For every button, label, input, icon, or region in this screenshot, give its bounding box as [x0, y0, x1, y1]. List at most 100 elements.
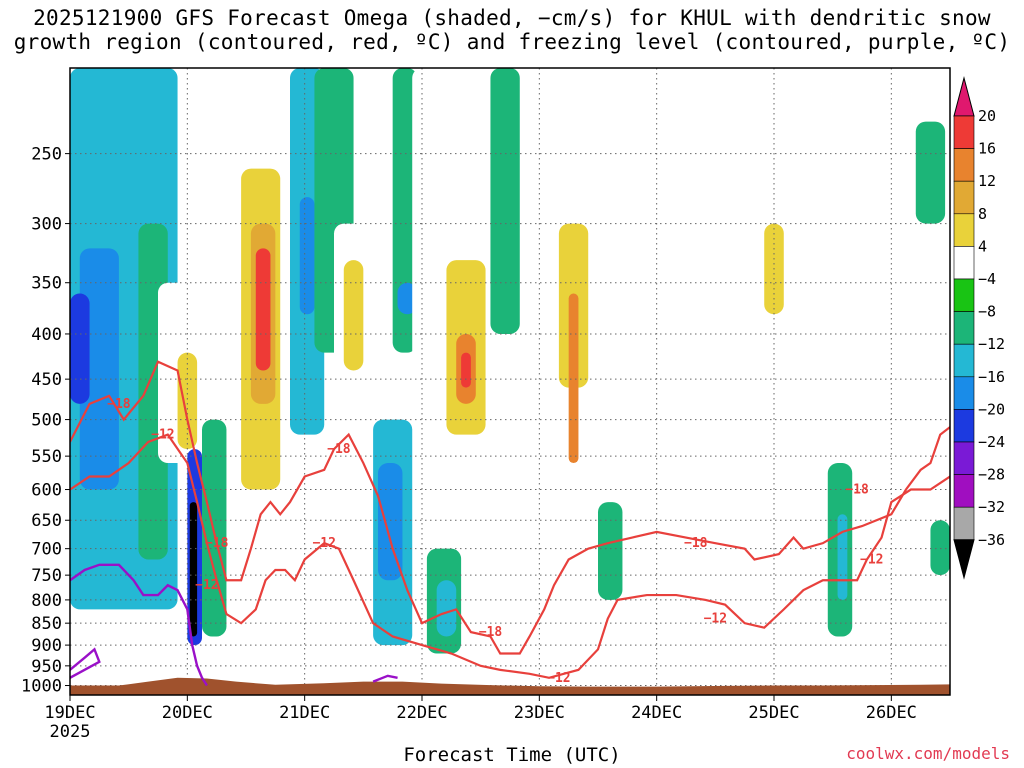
colorbar: 20 16 12 8 4 −4 −8 −12 −16 −20 −24 −28 −32 −36: [953, 76, 1005, 580]
freezing-level-contour-0: [70, 563, 208, 687]
gridlines: [70, 68, 950, 695]
colorbar-label: −4: [978, 270, 996, 288]
omega-shading-layer: [70, 68, 950, 654]
contour-layer: −18 −12 −18 −12 −18 −12 −18 −12 −18 −12 −18 −12: [70, 360, 950, 687]
omega-cell-15: [299, 197, 315, 315]
omega-cell-18: [343, 260, 364, 371]
omega-cell-21: [392, 68, 418, 353]
dgz-contour-minus18: [70, 360, 950, 655]
omega-cell-40: [915, 121, 946, 224]
y-tick-label: 700: [31, 540, 62, 560]
y-tick-label: 350: [31, 274, 62, 294]
y-tick-label: 750: [31, 566, 62, 586]
contour-label: −12: [547, 671, 570, 686]
dgz-contour-minus12: [70, 433, 950, 679]
colorbar-segment: [953, 376, 975, 410]
omega-cell-38: [837, 514, 848, 600]
omega-cell-34: [598, 502, 623, 600]
colorbar-segment: [953, 441, 975, 475]
contour-label: −18: [327, 442, 351, 457]
colorbar-segment: [953, 148, 975, 182]
x-tick-label: 23DEC: [514, 703, 565, 723]
y-tick-label: 550: [31, 447, 62, 467]
y-tick-label: 400: [31, 325, 62, 345]
colorbar-segment: [953, 246, 975, 280]
x-tick-label: 19DEC: [44, 703, 95, 723]
y-tick-label: 900: [31, 636, 62, 656]
colorbar-label: −32: [978, 498, 1005, 516]
colorbar-bottom-arrow: [953, 539, 975, 580]
omega-cell-41: [930, 520, 950, 576]
omega-cell-23: [412, 68, 442, 420]
colorbar-segment: [953, 343, 975, 378]
x-tick-label: 26DEC: [866, 703, 917, 723]
y-axis-ticks: 2503003504004505005506006507007508008509…: [21, 145, 70, 697]
colorbar-label: −28: [978, 466, 1005, 484]
omega-cell-8: [202, 419, 227, 637]
x-tick-label: 24DEC: [631, 703, 682, 723]
contour-label: −12: [704, 612, 727, 627]
colorbar-label: −16: [978, 368, 1005, 386]
freezing-level-contour-2: [372, 674, 398, 683]
x-axis-label: Forecast Time (UTC): [403, 744, 621, 766]
omega-cell-20: [378, 463, 403, 581]
contour-label: −18: [684, 536, 708, 551]
freezing-level-contour-1: [70, 647, 101, 679]
omega-cell-30: [490, 68, 520, 334]
contour-label: −12: [195, 578, 218, 593]
omega-cell-13: [255, 248, 271, 371]
y-tick-label: 1000: [21, 677, 62, 697]
colorbar-segment: [953, 213, 975, 247]
contour-label: −18: [479, 625, 503, 640]
credit-link[interactable]: coolwx.com/models: [846, 744, 1010, 763]
colorbar-top-arrow: [953, 76, 975, 117]
colorbar-label: 8: [978, 205, 987, 223]
omega-cell-5: [177, 352, 198, 450]
omega-cell-33: [568, 293, 579, 464]
contour-label: −18: [107, 397, 131, 412]
colorbar-segment: [953, 278, 975, 312]
colorbar-segment: [953, 506, 975, 541]
colorbar-segment: [953, 311, 975, 345]
y-tick-label: 800: [31, 591, 62, 611]
omega-cell-29: [436, 580, 457, 637]
colorbar-label: −8: [978, 303, 996, 321]
contour-label: −12: [151, 428, 174, 443]
colorbar-segment: [953, 180, 975, 215]
y-tick-label: 300: [31, 215, 62, 235]
y-tick-label: 250: [31, 145, 62, 165]
chart-title-line-2: growth region (contoured, red, ºC) and f…: [13, 30, 1011, 54]
colorbar-label: 4: [978, 237, 987, 255]
colorbar-label: −36: [978, 531, 1005, 549]
chart-title-line-1: 2025121900 GFS Forecast Omega (shaded, −…: [33, 6, 991, 30]
omega-cell-7: [189, 502, 198, 637]
y-tick-label: 850: [31, 614, 62, 634]
y-tick-label: 650: [31, 511, 62, 531]
colorbar-label: −12: [978, 335, 1005, 353]
colorbar-label: 16: [978, 140, 996, 158]
y-tick-label: 450: [31, 370, 62, 390]
colorbar-label: −24: [978, 433, 1005, 451]
colorbar-label: 12: [978, 172, 996, 190]
colorbar-segment: [953, 474, 975, 508]
contour-label: −12: [312, 536, 335, 551]
x-tick-sublabel: 2025: [50, 722, 91, 742]
plot-frame: [69, 67, 951, 696]
colorbar-label: 20: [978, 107, 996, 125]
contour-label: −12: [860, 552, 883, 567]
terrain-layer: [70, 677, 950, 695]
x-tick-label: 21DEC: [279, 703, 330, 723]
omega-cell-39: [862, 456, 882, 549]
omega-cell-27: [461, 352, 471, 388]
terrain-surface: [70, 677, 950, 695]
contour-label: −18: [205, 536, 229, 551]
y-tick-label: 950: [31, 657, 62, 677]
x-tick-label: 22DEC: [396, 703, 447, 723]
y-tick-label: 600: [31, 481, 62, 501]
x-tick-label: 20DEC: [162, 703, 213, 723]
colorbar-label: −20: [978, 400, 1005, 418]
contour-label: −18: [845, 483, 869, 498]
colorbar-segment: [953, 409, 975, 443]
